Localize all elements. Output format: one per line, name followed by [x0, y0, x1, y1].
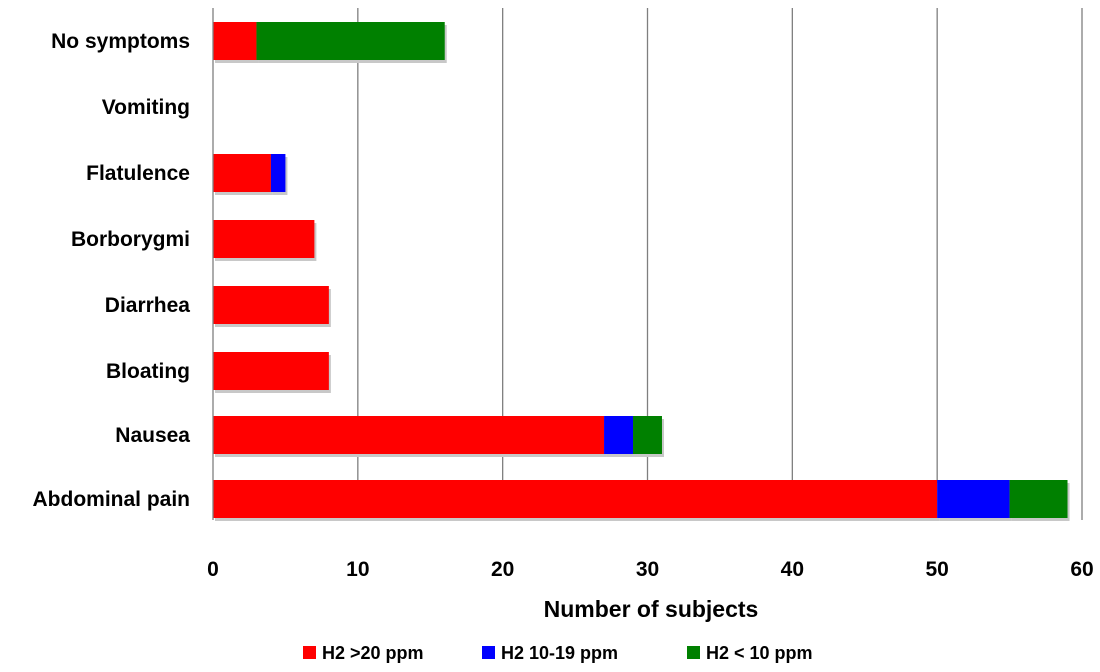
bar-bloating-series-0 [213, 352, 329, 390]
bar-nausea-series-0 [213, 416, 605, 454]
bar-abdominal-pain-series-0 [213, 480, 938, 518]
legend-entry: H2 10-19 ppm [501, 643, 618, 663]
category-label: Diarrhea [105, 294, 191, 317]
legend-swatch [687, 646, 700, 659]
bar-flatulence-series-0 [213, 154, 271, 192]
bar-abdominal-pain-series-2 [1009, 480, 1068, 518]
bar-diarrhea-series-0 [213, 286, 329, 324]
category-label: Bloating [106, 360, 190, 383]
bar-nausea-series-1 [604, 416, 634, 454]
category-label: Vomiting [102, 96, 190, 119]
category-label: No symptoms [51, 30, 190, 53]
x-tick-label: 10 [346, 558, 369, 581]
legend: H2 >20 ppm H2 10-19 ppm H2 < 10 ppm [303, 643, 813, 663]
tick-labels: 0 10 20 30 40 50 60 [207, 558, 1094, 581]
bar-flatulence-series-1 [270, 154, 286, 192]
legend-swatch [482, 646, 495, 659]
category-label: Borborygmi [71, 228, 190, 251]
category-label: Flatulence [86, 162, 190, 185]
x-tick-label: 60 [1070, 558, 1093, 581]
bar-nausea-series-2 [633, 416, 662, 454]
category-labels: No symptoms Vomiting Flatulence Borborygmi D… [33, 30, 191, 511]
x-tick-label: 40 [781, 558, 804, 581]
x-tick-label: 0 [207, 558, 219, 581]
bar-borborygmi-series-0 [213, 220, 315, 258]
bar-no-symptoms-series-2 [256, 22, 445, 60]
category-label: Abdominal pain [33, 488, 191, 511]
x-tick-label: 30 [636, 558, 659, 581]
x-tick-label: 20 [491, 558, 514, 581]
bar-no-symptoms-series-0 [213, 22, 257, 60]
legend-entry: H2 < 10 ppm [706, 643, 813, 663]
bar-abdominal-pain-series-1 [937, 480, 1010, 518]
category-label: Nausea [115, 424, 190, 447]
legend-swatch [303, 646, 316, 659]
legend-entry: H2 >20 ppm [322, 643, 424, 663]
bars [213, 22, 1070, 521]
x-tick-label: 50 [925, 558, 948, 581]
x-axis-title: Number of subjects [544, 596, 759, 622]
